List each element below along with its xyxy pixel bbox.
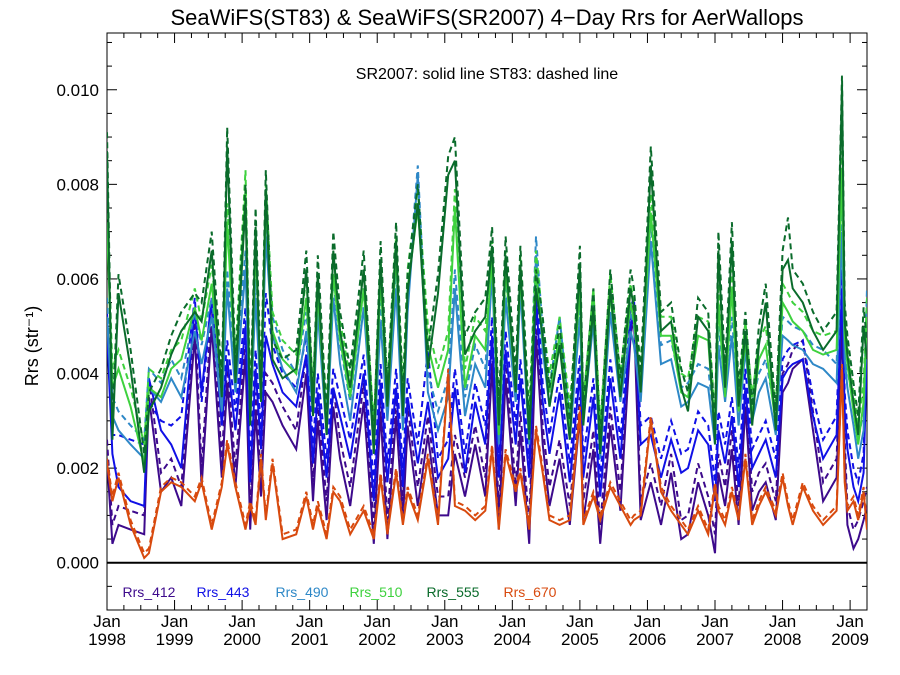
series-line-rrs-555-sr2007	[107, 84, 867, 473]
x-tick-label-month: Jan	[228, 612, 255, 631]
series-line-rrs-670-st83	[107, 364, 867, 555]
x-tick-label-month: Jan	[769, 612, 796, 631]
x-tick-label-month: Jan	[634, 612, 661, 631]
x-tick-label-month: Jan	[296, 612, 323, 631]
x-tick-label-month: Jan	[701, 612, 728, 631]
x-tick-label-month: Jan	[364, 612, 391, 631]
x-tick-label-month: Jan	[431, 612, 458, 631]
legend-entry-rrs-490: Rrs_490	[276, 584, 329, 600]
chart-title: SeaWiFS(ST83) & SeaWiFS(SR2007) 4−Day Rr…	[170, 5, 803, 30]
legend-entry-rrs-555: Rrs_555	[427, 584, 480, 600]
legend-entry-rrs-443: Rrs_443	[197, 584, 250, 600]
y-tick-label: 0.006	[56, 270, 99, 289]
x-tick-label-month: Jan	[836, 612, 863, 631]
x-tick-label-month: Jan	[499, 612, 526, 631]
x-tick-label-year: 2003	[426, 630, 464, 649]
series-line-rrs-412-sr2007	[107, 316, 867, 554]
legend-entry-rrs-510: Rrs_510	[350, 584, 403, 600]
x-tick-label-year: 2000	[223, 630, 261, 649]
series-line-rrs-670-sr2007	[107, 368, 867, 560]
y-tick-label: 0.008	[56, 175, 99, 194]
x-tick-label-year: 2009	[831, 630, 869, 649]
x-tick-label-month: Jan	[566, 612, 593, 631]
x-tick-label-year: 2005	[561, 630, 599, 649]
x-tick-label-month: Jan	[161, 612, 188, 631]
x-tick-label-year: 1999	[156, 630, 194, 649]
y-axis-label: Rrs (str⁻¹)	[22, 306, 42, 386]
x-tick-label-year: 2002	[358, 630, 396, 649]
x-tick-label-year: 2007	[696, 630, 734, 649]
y-tick-label: 0.000	[56, 554, 99, 573]
series-lines	[107, 75, 867, 560]
legend-entry-rrs-412: Rrs_412	[123, 584, 176, 600]
x-tick-label-year: 2004	[493, 630, 531, 649]
y-tick-label: 0.010	[56, 81, 99, 100]
x-tick-label-year: 2008	[764, 630, 802, 649]
y-tick-label: 0.002	[56, 459, 99, 478]
y-tick-label: 0.004	[56, 365, 99, 384]
x-axis-ticks: Jan1998Jan1999Jan2000Jan2001Jan2002Jan20…	[88, 33, 869, 649]
x-tick-label-month: Jan	[93, 612, 120, 631]
legend: Rrs_412 Rrs_443 Rrs_490 Rrs_510 Rrs_555 Rrs_6…	[123, 584, 557, 600]
x-tick-label-year: 2006	[629, 630, 667, 649]
x-tick-label-year: 1998	[88, 630, 126, 649]
series-line-rrs-443-sr2007	[107, 288, 867, 508]
x-tick-label-year: 2001	[291, 630, 329, 649]
legend-entry-rrs-670: Rrs_670	[504, 584, 557, 600]
line-style-annotation: SR2007: solid line ST83: dashed line	[356, 66, 618, 83]
